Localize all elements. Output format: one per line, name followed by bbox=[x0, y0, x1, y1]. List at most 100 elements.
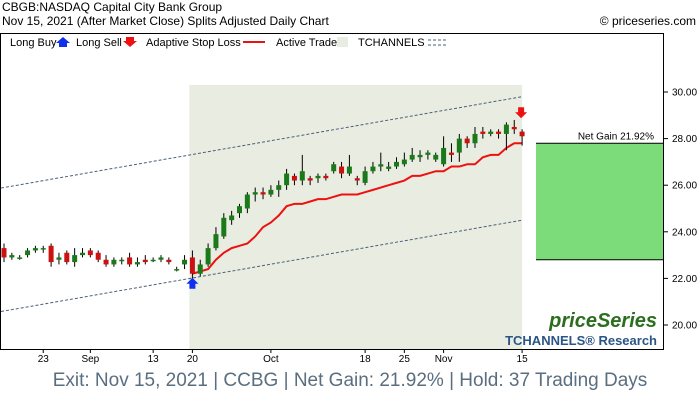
candle-up bbox=[150, 259, 156, 262]
y-tick-label: 30.00 bbox=[672, 88, 697, 99]
candle-up bbox=[315, 175, 321, 179]
active-trade-swatch bbox=[337, 37, 348, 47]
legend: Long Buy Long Sell Adaptive Stop Loss Ac… bbox=[1, 34, 451, 49]
candle-up bbox=[370, 166, 376, 172]
x-tick-label: Oct bbox=[263, 354, 279, 365]
candle-down bbox=[291, 175, 297, 181]
candle-down bbox=[103, 259, 109, 265]
candle-up bbox=[197, 264, 203, 274]
x-tick-label: 18 bbox=[360, 354, 372, 365]
candle-up bbox=[503, 124, 509, 134]
y-tick-label: 28.00 bbox=[672, 134, 697, 145]
candle-up bbox=[56, 257, 62, 260]
x-tick-label: Nov bbox=[435, 354, 453, 365]
candle-down bbox=[519, 131, 525, 137]
candles-layer bbox=[1, 119, 525, 279]
candle-down bbox=[142, 259, 148, 263]
candle-down bbox=[323, 175, 329, 179]
candle-down bbox=[448, 152, 454, 155]
candle-up bbox=[229, 215, 235, 221]
candle-up bbox=[284, 173, 290, 186]
net-gain-box bbox=[536, 143, 663, 260]
y-tick-label: 20.00 bbox=[672, 321, 697, 332]
candle-up bbox=[456, 138, 462, 153]
priceseries-logo: priceSeries bbox=[548, 310, 657, 332]
tchannel-upper-line bbox=[0, 96, 523, 189]
candle-up bbox=[237, 206, 242, 214]
x-tick-label: 25 bbox=[399, 354, 411, 365]
long-sell-icon bbox=[123, 37, 137, 47]
candle-up bbox=[134, 262, 140, 265]
long-sell-signal bbox=[515, 107, 528, 119]
candle-down bbox=[48, 245, 54, 263]
x-tick-label: 15 bbox=[517, 354, 529, 365]
candle-down bbox=[87, 250, 93, 256]
candle-up bbox=[386, 166, 392, 169]
candle-up bbox=[9, 255, 15, 258]
trade-summary-footer: Exit: Nov 15, 2021 | CCBG | Net Gain: 21… bbox=[52, 370, 648, 391]
y-axis: 20.00 22.00 24.00 26.00 28.00 30.00 bbox=[663, 88, 697, 332]
candle-down bbox=[95, 252, 101, 260]
x-tick-label: Sep bbox=[81, 354, 99, 365]
chart-title: CBGB:NASDAQ Capital City Bank Group bbox=[2, 0, 223, 14]
candle-down bbox=[354, 178, 360, 181]
tchannels-research: TCHANNELS® Research bbox=[505, 333, 657, 348]
candle-down bbox=[166, 259, 172, 263]
candle-up bbox=[221, 217, 227, 237]
legend-long-buy: Long Buy bbox=[10, 37, 57, 49]
candle-down bbox=[307, 178, 313, 181]
copyright: © priceseries.com bbox=[599, 14, 696, 28]
candle-up bbox=[205, 248, 211, 265]
candle-up bbox=[331, 164, 337, 172]
long-buy-signal bbox=[186, 277, 199, 289]
y-tick-label: 26.00 bbox=[672, 181, 697, 192]
candle-up bbox=[32, 248, 38, 251]
x-tick-label: 13 bbox=[148, 354, 160, 365]
candle-up bbox=[213, 234, 219, 249]
y-tick-label: 24.00 bbox=[672, 227, 697, 238]
candle-up bbox=[182, 259, 188, 265]
tchannel-lower-line bbox=[0, 219, 523, 313]
candle-up bbox=[25, 250, 31, 256]
stop-loss-layer bbox=[192, 142, 523, 275]
candle-up bbox=[472, 133, 478, 144]
candle-up bbox=[40, 248, 46, 250]
x-tick-label: 20 bbox=[187, 354, 199, 365]
candle-up bbox=[111, 259, 117, 265]
legend-adaptive-stop: Adaptive Stop Loss bbox=[146, 37, 241, 49]
candle-up bbox=[252, 192, 258, 195]
candle-up bbox=[174, 269, 180, 271]
net-gain-label: Net Gain 21.92% bbox=[578, 131, 654, 142]
active-trade-layer bbox=[189, 85, 523, 349]
candle-up bbox=[433, 154, 439, 160]
candle-up bbox=[299, 171, 305, 181]
candle-down bbox=[64, 252, 70, 263]
candle-down bbox=[511, 126, 517, 130]
candle-down bbox=[496, 131, 502, 134]
active-trade-region bbox=[189, 85, 523, 349]
candle-up bbox=[401, 159, 407, 165]
candle-down bbox=[189, 257, 195, 274]
candle-up bbox=[80, 252, 85, 256]
candle-up bbox=[119, 259, 125, 262]
candle-up bbox=[409, 154, 415, 160]
candle-up bbox=[378, 164, 384, 167]
y-tick-label: 22.00 bbox=[672, 274, 697, 285]
tchannels-layer bbox=[0, 96, 523, 313]
adaptive-stop-line bbox=[192, 142, 523, 275]
candle-down bbox=[480, 131, 486, 134]
signals-layer bbox=[186, 107, 528, 289]
candle-up bbox=[72, 255, 78, 263]
candle-up bbox=[244, 194, 250, 209]
x-axis: 23 Sep 13 20 Oct 18 25 Nov 15 bbox=[38, 349, 528, 365]
chart-subtitle: Nov 15, 2021 (After Market Close) Splits… bbox=[2, 14, 329, 28]
candle-down bbox=[464, 138, 470, 144]
candle-down bbox=[127, 257, 133, 265]
candle-up bbox=[417, 154, 423, 158]
legend-tchannels: TCHANNELS bbox=[358, 37, 425, 49]
candle-down bbox=[1, 248, 7, 258]
candle-up bbox=[158, 257, 164, 260]
candle-up bbox=[488, 131, 494, 134]
x-tick-label: 23 bbox=[38, 354, 50, 365]
